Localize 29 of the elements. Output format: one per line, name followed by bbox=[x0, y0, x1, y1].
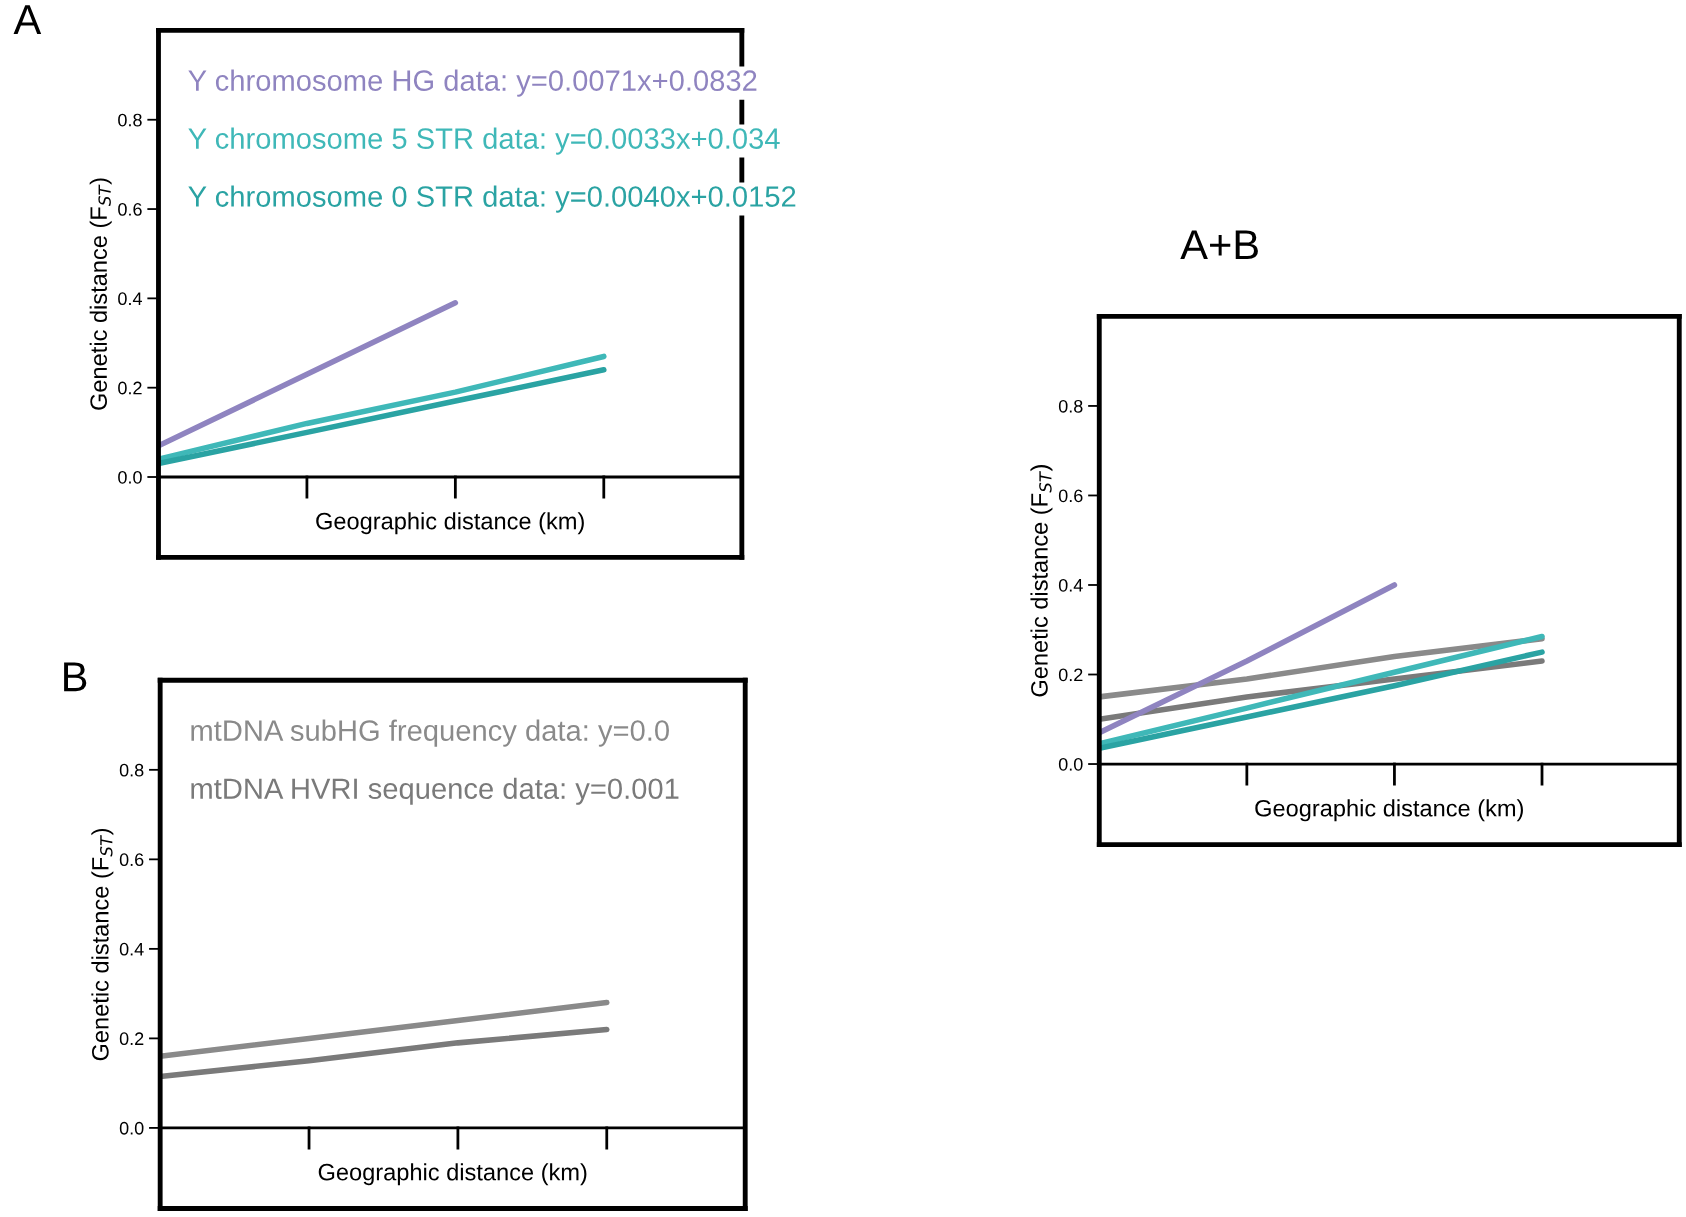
chart-title: A+B bbox=[1180, 230, 1258, 260]
text: Y chromosome 5 STR data: y=0.0033x+0.034 bbox=[188, 127, 780, 155]
y-tick-label: 0.0 bbox=[1058, 757, 1083, 771]
y-tick-label: 0.6 bbox=[119, 853, 144, 867]
text: mtDNA subHG frequency data: y=0.0 bbox=[191, 719, 669, 747]
y-axis-title: Genetic distance (F$_{ST}$) bbox=[1030, 465, 1053, 697]
y-tick-label: 0.0 bbox=[119, 1121, 144, 1135]
text: Y chromosome HG data: y=0.0071x+0.0832 bbox=[188, 69, 757, 97]
chart-title: B bbox=[64, 662, 87, 692]
y-tick-label: 0.4 bbox=[1058, 578, 1083, 592]
text: mtDNA HVRI sequence data: y=0.001 bbox=[191, 777, 679, 805]
x-axis-title: Geographic distance (km) bbox=[318, 1163, 587, 1186]
y-tick-label: 0.2 bbox=[118, 381, 142, 395]
y-tick-label: 0.2 bbox=[1058, 668, 1083, 682]
y-axis-title: Genetic distance (F$_{ST}$) bbox=[91, 828, 114, 1061]
y-tick-label: 0.0 bbox=[118, 470, 142, 484]
y-tick-label: 0.8 bbox=[119, 763, 144, 777]
x-axis-title: Geographic distance (km) bbox=[316, 512, 584, 535]
y-tick-label: 0.8 bbox=[118, 113, 142, 127]
y-tick-label: 0.4 bbox=[119, 942, 144, 956]
x-axis-title: Geographic distance (km) bbox=[1255, 799, 1523, 822]
y-tick-label: 0.6 bbox=[1058, 489, 1083, 503]
y-axis-title: Genetic distance (F$_{ST}$) bbox=[89, 178, 112, 410]
y-tick-label: 0.8 bbox=[1058, 399, 1083, 413]
y-tick-label: 0.4 bbox=[118, 292, 142, 306]
y-tick-label: 0.2 bbox=[119, 1032, 144, 1046]
text: Y chromosome 0 STR data: y=0.0040x+0.0152 bbox=[188, 185, 796, 213]
y-tick-label: 0.6 bbox=[118, 202, 142, 216]
chart-title: A bbox=[13, 5, 42, 34]
